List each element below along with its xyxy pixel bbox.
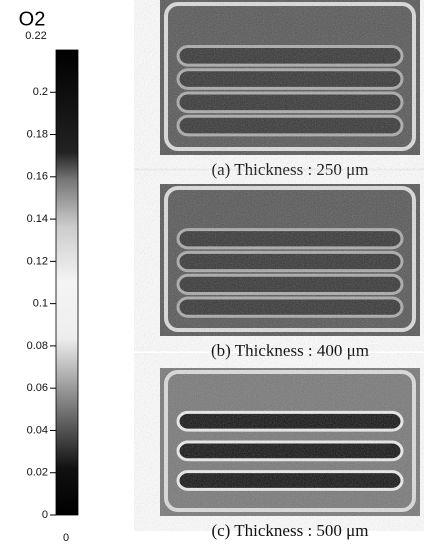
panel-caption: (a) Thickness : 250 μm — [211, 160, 368, 179]
colorbar-min-label: 0 — [63, 532, 69, 544]
y-tick-label: 0.14 — [27, 213, 48, 225]
panel-noise — [160, 0, 420, 155]
colorbar-max-label: 0.22 — [25, 30, 46, 42]
y-tick-label: 0.06 — [27, 382, 48, 394]
y-tick-label: 0.18 — [27, 128, 48, 140]
y-tick-label: 0.08 — [27, 340, 48, 352]
colorbar — [55, 49, 79, 516]
panel-noise — [160, 368, 420, 516]
panel-caption: (c) Thickness : 500 μm — [211, 521, 368, 540]
y-tick-label: 0.16 — [27, 171, 48, 183]
y-tick-label: 0.2 — [33, 86, 48, 98]
panel-caption: (b) Thickness : 400 μm — [211, 341, 369, 360]
panel-noise — [160, 184, 420, 336]
y-tick-label: 0 — [42, 509, 48, 521]
y-tick-label: 0.12 — [27, 255, 48, 267]
y-tick-label: 0.1 — [33, 298, 48, 310]
panel — [160, 184, 420, 336]
y-tick-label: 0.04 — [27, 424, 48, 436]
y-tick-label: 0.02 — [27, 467, 48, 479]
panel — [160, 0, 420, 155]
colorbar-title: O2 — [19, 8, 46, 30]
panel — [160, 368, 420, 516]
